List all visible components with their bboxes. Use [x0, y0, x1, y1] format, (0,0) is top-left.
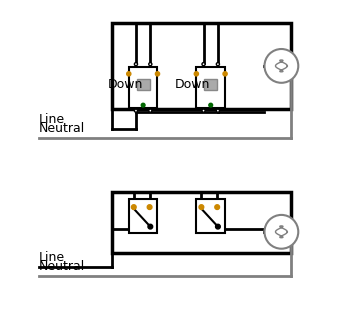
Bar [196, 199, 225, 233]
Circle shape [134, 63, 138, 66]
Text: Down: Down [175, 78, 210, 91]
Bar [137, 79, 150, 90]
Circle shape [223, 72, 227, 76]
Bar [204, 79, 217, 90]
Circle shape [216, 224, 220, 229]
Circle shape [147, 205, 152, 210]
Bar [129, 199, 157, 233]
Circle shape [202, 63, 205, 66]
Circle shape [194, 72, 198, 76]
Text: Line: Line [39, 113, 65, 126]
Circle shape [202, 109, 205, 112]
Circle shape [131, 205, 136, 210]
Bar [112, 23, 291, 109]
Circle shape [141, 103, 145, 107]
Circle shape [209, 103, 213, 107]
Circle shape [216, 109, 220, 112]
Circle shape [265, 215, 298, 249]
Bar [129, 67, 157, 108]
Circle shape [134, 109, 138, 112]
Bar [112, 192, 291, 253]
Circle shape [156, 72, 159, 76]
Text: Neutral: Neutral [39, 260, 85, 273]
Circle shape [149, 109, 152, 112]
Circle shape [127, 72, 131, 76]
Text: Neutral: Neutral [39, 122, 85, 135]
Circle shape [148, 224, 153, 229]
Circle shape [215, 205, 220, 210]
Bar [196, 67, 225, 108]
Circle shape [265, 49, 298, 83]
Text: Line: Line [39, 251, 65, 264]
Circle shape [199, 205, 204, 210]
Circle shape [216, 63, 220, 66]
Text: Down: Down [107, 78, 143, 91]
Circle shape [149, 63, 152, 66]
